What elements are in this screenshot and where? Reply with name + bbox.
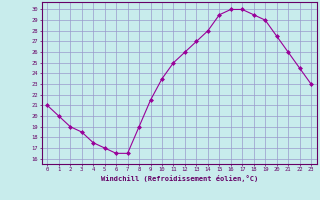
X-axis label: Windchill (Refroidissement éolien,°C): Windchill (Refroidissement éolien,°C)	[100, 175, 258, 182]
